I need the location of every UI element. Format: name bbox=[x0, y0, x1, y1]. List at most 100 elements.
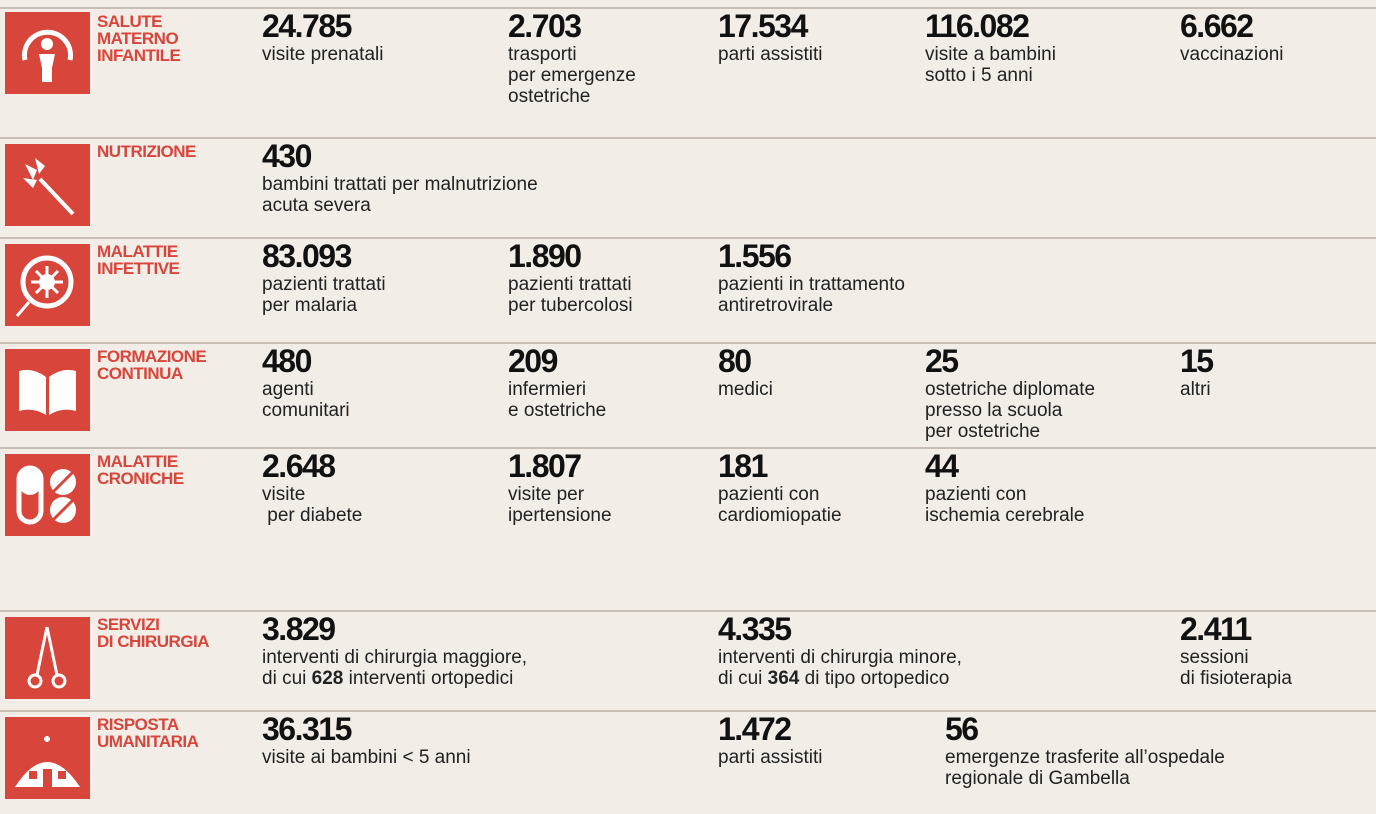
stat-description: altri bbox=[1180, 379, 1211, 400]
stat-description: agenti comunitari bbox=[262, 379, 350, 421]
stat-description: parti assistiti bbox=[718, 44, 823, 65]
text: di cui bbox=[262, 668, 312, 689]
stat-description: visite prenatali bbox=[262, 44, 383, 65]
icon-chronic bbox=[5, 454, 90, 536]
text: di tipo ortopedico bbox=[799, 668, 950, 689]
description-line: agenti bbox=[262, 379, 314, 400]
category-line: MALATTIE bbox=[97, 242, 178, 261]
stat-description: pazienti trattati per malaria bbox=[262, 274, 386, 316]
category-line: RISPOSTA bbox=[97, 715, 179, 734]
stat-number: 24.785 bbox=[262, 8, 352, 44]
description-line: ipertensione bbox=[508, 505, 612, 526]
stat-description: trasporti per emergenze ostetriche bbox=[508, 44, 636, 107]
icon-surgery bbox=[5, 617, 90, 699]
description-line: per diabete bbox=[262, 505, 363, 526]
icon-maternal bbox=[5, 12, 90, 94]
description-line: di fisioterapia bbox=[1180, 668, 1292, 689]
category-line: INFETTIVE bbox=[97, 259, 180, 278]
stat-description: interventi di chirurgia maggiore, di cui … bbox=[262, 647, 527, 689]
description-line: pazienti con bbox=[718, 484, 820, 505]
category-line: NUTRIZIONE bbox=[97, 142, 196, 161]
category-line: SERVIZI bbox=[97, 615, 160, 634]
separator bbox=[0, 610, 1376, 612]
icon-nutrition bbox=[5, 144, 90, 226]
description-line: per emergenze bbox=[508, 65, 636, 86]
description-line: antiretrovirale bbox=[718, 295, 834, 316]
stat-number: 1.472 bbox=[718, 711, 792, 747]
stat-description: visite per diabete bbox=[262, 484, 362, 526]
highlight-number: 628 bbox=[311, 668, 344, 689]
description-line: regionale di Gambella bbox=[945, 768, 1130, 789]
stat-number: 4.335 bbox=[718, 611, 792, 647]
category-label: SALUTE MATERNO INFANTILE bbox=[97, 13, 181, 65]
stat-number: 6.662 bbox=[1180, 8, 1254, 44]
description-line: e ostetriche bbox=[508, 400, 607, 421]
stat-number: 2.411 bbox=[1180, 611, 1252, 647]
icon-humanitarian bbox=[5, 717, 90, 799]
stat-number: 80 bbox=[718, 343, 752, 379]
stat-description: emergenze trasferite all’ospedale regiona… bbox=[945, 747, 1225, 789]
stat-number: 1.890 bbox=[508, 238, 582, 274]
highlight-number: 364 bbox=[767, 668, 800, 689]
description-line: parti assistiti bbox=[718, 747, 823, 768]
description-line: medici bbox=[718, 379, 773, 400]
stat-number: 44 bbox=[925, 448, 959, 484]
description-line: pazienti trattati bbox=[508, 274, 632, 295]
description-line: sessioni bbox=[1180, 647, 1249, 668]
separator bbox=[0, 237, 1376, 239]
description-line: acuta severa bbox=[262, 195, 371, 216]
description-line: bambini trattati per malnutrizione bbox=[262, 174, 538, 195]
stat-number: 116.082 bbox=[925, 8, 1030, 44]
description-line: vaccinazioni bbox=[1180, 44, 1284, 65]
description-line: interventi di chirurgia maggiore, bbox=[262, 647, 528, 668]
category-label: NUTRIZIONE bbox=[97, 143, 196, 160]
category-label: RISPOSTA UMANITARIA bbox=[97, 715, 199, 751]
stat-description: infermieri e ostetriche bbox=[508, 379, 606, 421]
stat-description: bambini trattati per malnutrizione acuta … bbox=[262, 174, 538, 216]
stat-description: visite per ipertensione bbox=[508, 484, 612, 526]
category-label: MALATTIE INFETTIVE bbox=[97, 242, 180, 278]
stat-number: 480 bbox=[262, 343, 312, 379]
icon-infection bbox=[5, 244, 90, 326]
stat-number: 25 bbox=[925, 343, 959, 379]
description-line: ostetriche bbox=[508, 86, 591, 107]
description-line: visite bbox=[262, 484, 306, 505]
stat-description: visite a bambini sotto i 5 anni bbox=[925, 44, 1056, 86]
text: interventi ortopedici bbox=[343, 668, 514, 689]
description-line: di cui 364 di tipo ortopedico bbox=[718, 668, 962, 689]
stat-description: pazienti in trattamento antiretrovirale bbox=[718, 274, 905, 316]
stat-number: 17.534 bbox=[718, 8, 808, 44]
stat-number: 430 bbox=[262, 138, 312, 174]
stat-number: 2.703 bbox=[508, 8, 582, 44]
stat-description: ostetriche diplomate presso la scuola per … bbox=[925, 379, 1095, 442]
stat-number: 3.829 bbox=[262, 611, 336, 647]
stat-description: sessioni di fisioterapia bbox=[1180, 647, 1292, 689]
stat-number: 1.556 bbox=[718, 238, 792, 274]
description-line: pazienti trattati bbox=[262, 274, 386, 295]
description-line: per malaria bbox=[262, 295, 358, 316]
description-line: pazienti in trattamento bbox=[718, 274, 905, 295]
category-line: DI CHIRURGIA bbox=[97, 632, 210, 651]
category-label: SERVIZI DI CHIRURGIA bbox=[97, 615, 210, 651]
category-line: INFANTILE bbox=[97, 46, 181, 65]
description-line: sotto i 5 anni bbox=[925, 65, 1033, 86]
stat-number: 15 bbox=[1180, 343, 1214, 379]
stat-description: vaccinazioni bbox=[1180, 44, 1284, 65]
description-line: ischemia cerebrale bbox=[925, 505, 1085, 526]
description-line: visite prenatali bbox=[262, 44, 384, 65]
description-line: di cui 628 interventi ortopedici bbox=[262, 668, 527, 689]
description-line: pazienti con bbox=[925, 484, 1027, 505]
description-line: per tubercolosi bbox=[508, 295, 633, 316]
category-line: CRONICHE bbox=[97, 469, 184, 488]
category-label: FORMAZIONE CONTINUA bbox=[97, 348, 207, 383]
category-line: CONTINUA bbox=[97, 364, 183, 383]
description-line: visite per bbox=[508, 484, 585, 505]
stat-description: parti assistiti bbox=[718, 747, 823, 768]
description-line: interventi di chirurgia minore, bbox=[718, 647, 962, 668]
description-line: parti assistiti bbox=[718, 44, 823, 65]
category-line: MALATTIE bbox=[97, 452, 178, 471]
separator bbox=[0, 342, 1376, 344]
description-line: per ostetriche bbox=[925, 421, 1041, 442]
stat-description: interventi di chirurgia minore, di cui 36… bbox=[718, 647, 962, 689]
category-line: UMANITARIA bbox=[97, 732, 199, 751]
